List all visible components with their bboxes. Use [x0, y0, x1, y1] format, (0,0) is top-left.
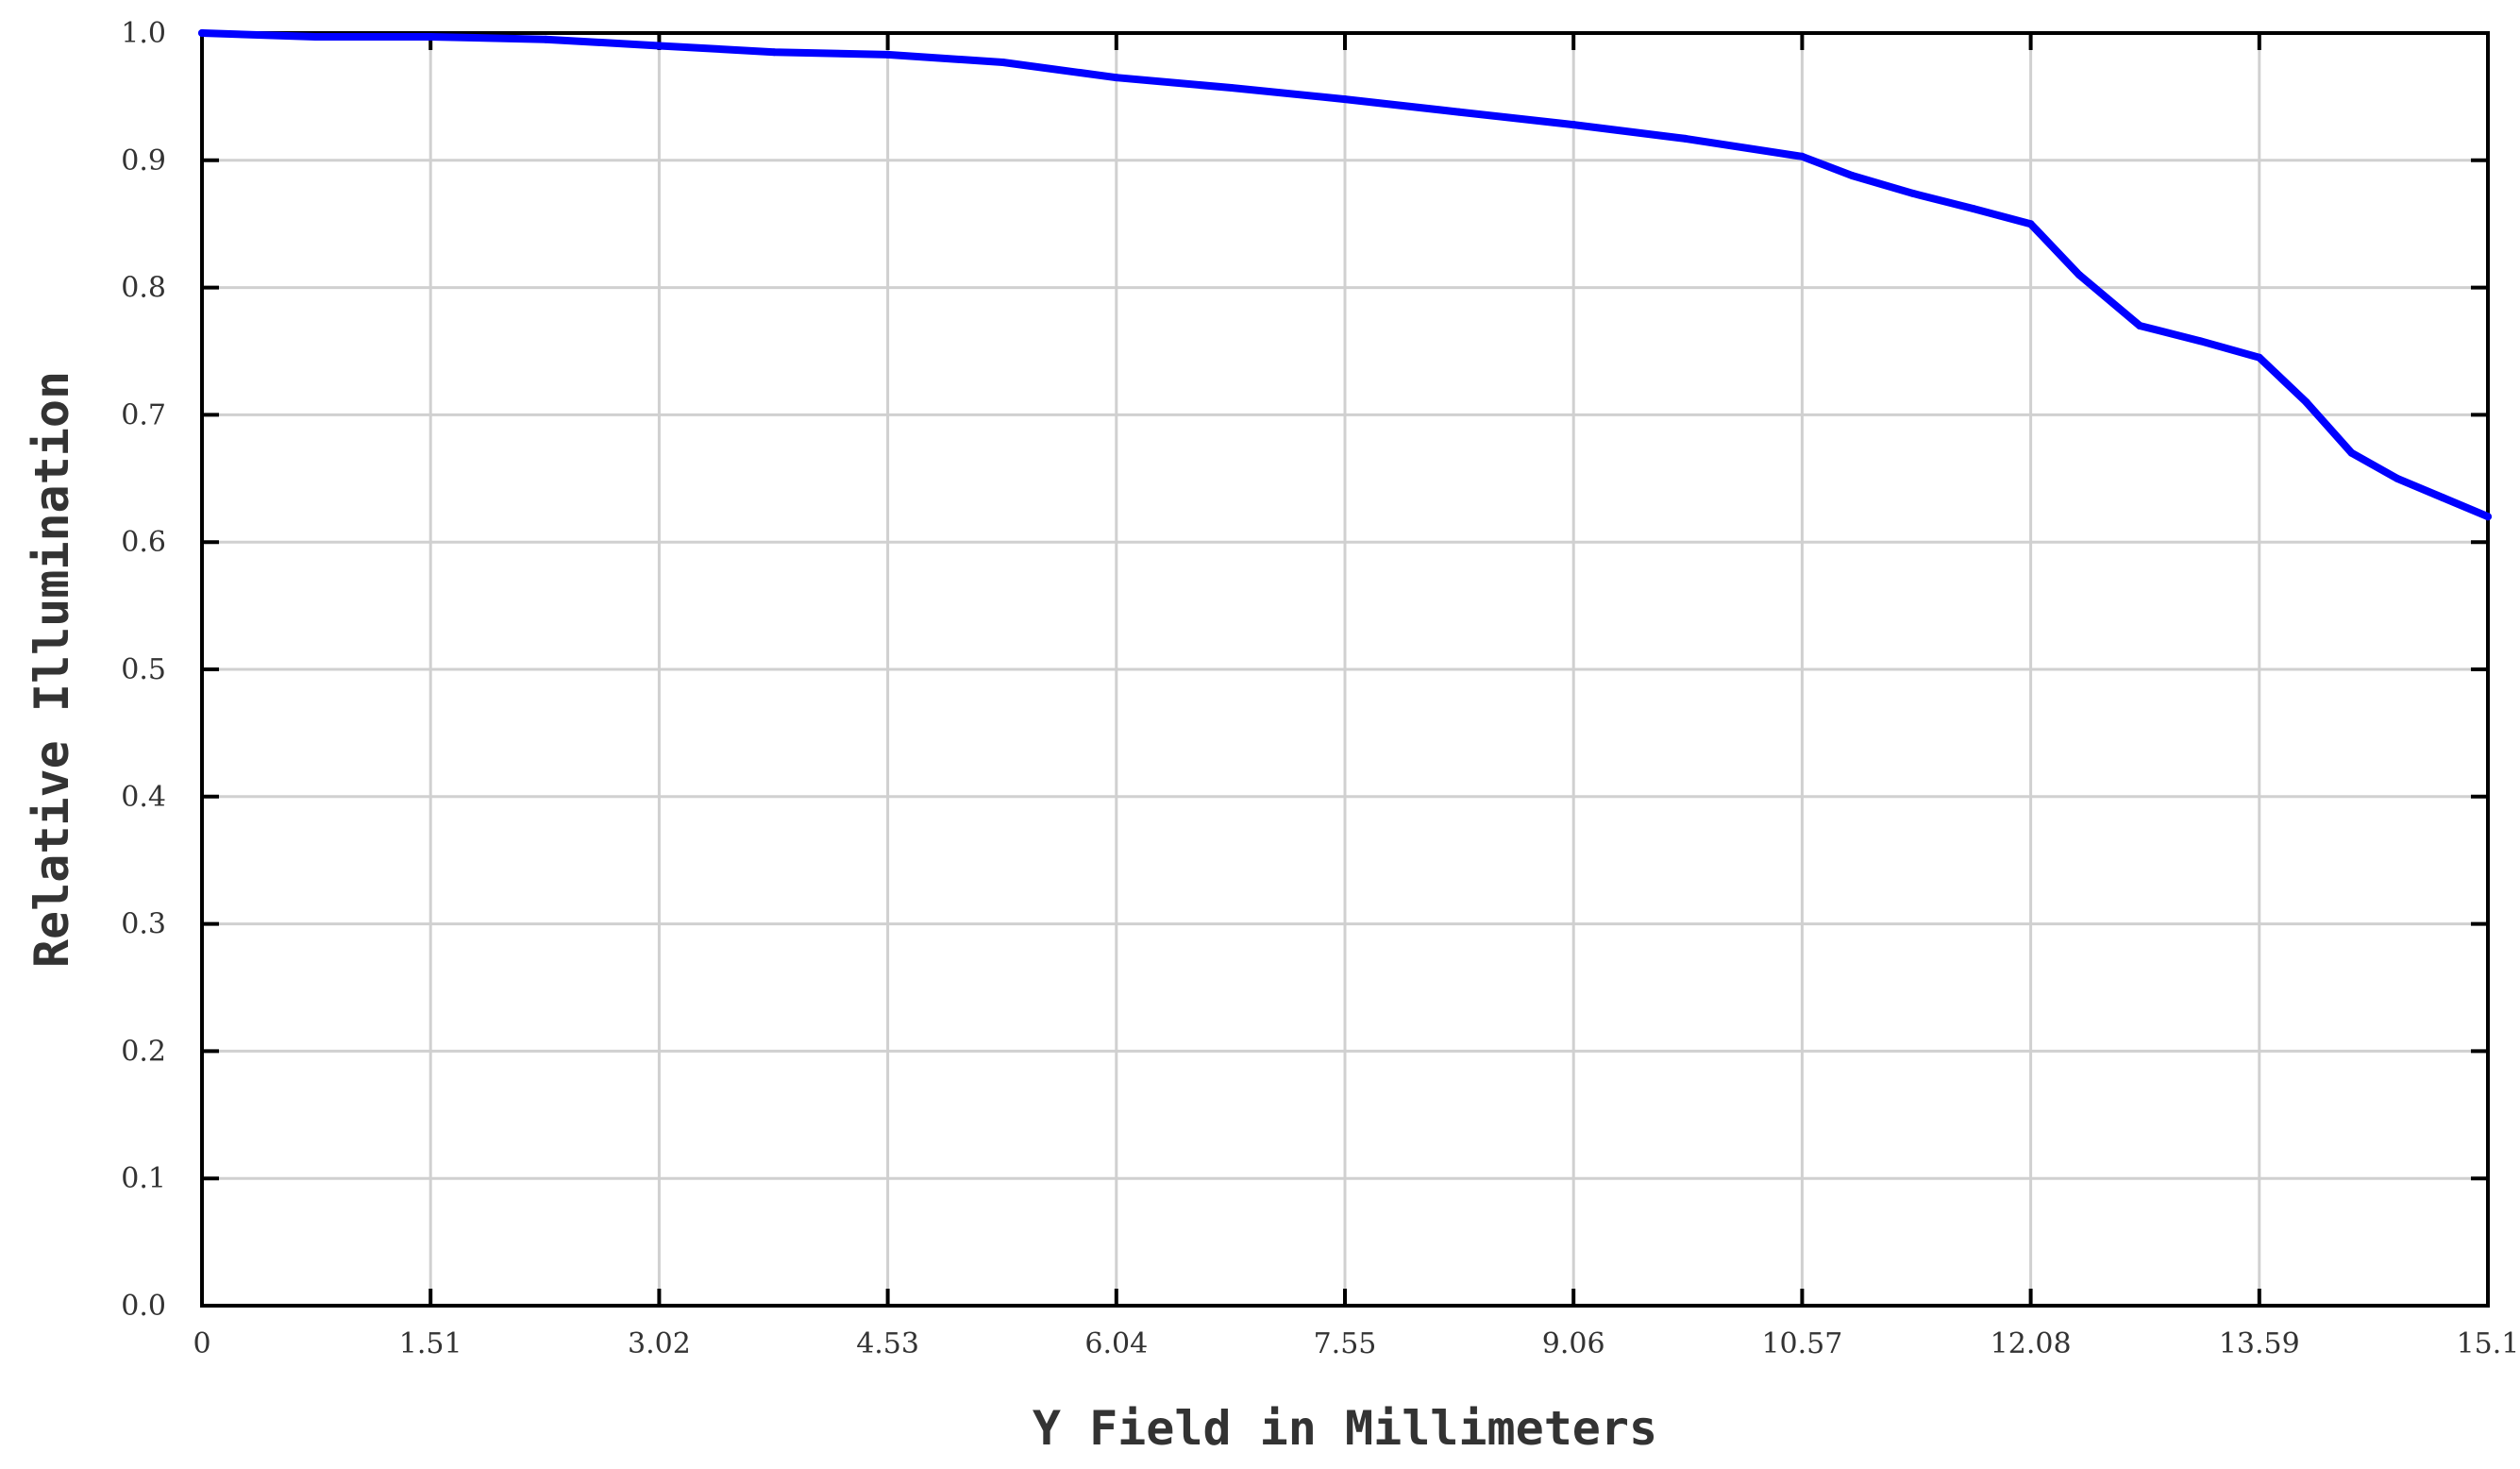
series-point: [198, 29, 206, 37]
series-point: [999, 59, 1007, 67]
y-tick-label: 0.6: [121, 526, 166, 559]
tick-labels: 0 1.51 3.02 4.53 6.04 7.55 9.06 10.57 12.08 13.59…: [121, 17, 2519, 1360]
series-point: [1227, 83, 1235, 92]
x-tick-label: 13.59: [2219, 1327, 2300, 1360]
series-point: [1848, 171, 1856, 179]
y-tick-label: 0.4: [121, 781, 166, 814]
series-point: [427, 33, 435, 42]
y-tick-label: 0.2: [121, 1035, 166, 1068]
series-point: [2484, 513, 2492, 521]
series-point: [542, 35, 550, 43]
series-line: [198, 29, 2492, 521]
series-layer: [198, 29, 2492, 521]
x-tick-label: 7.55: [1314, 1327, 1377, 1360]
x-axis-title: Y Field in Millimeters: [1033, 1401, 1657, 1456]
y-tick-label: 0.5: [121, 653, 166, 686]
series-point: [1454, 108, 1463, 116]
y-tick-label: 0.1: [121, 1162, 166, 1195]
x-tick-label: 10.57: [1761, 1327, 1842, 1360]
series-point: [2075, 271, 2083, 279]
series-point: [2255, 353, 2263, 362]
series-point: [2026, 220, 2035, 228]
x-tick-label: 9.06: [1542, 1327, 1605, 1360]
series-point: [2302, 397, 2310, 406]
x-tick-label: 6.04: [1084, 1327, 1148, 1360]
series-point: [655, 42, 664, 50]
x-tick-label: 0: [193, 1327, 210, 1360]
x-tick-label: 3.02: [628, 1327, 691, 1360]
series-point: [1681, 134, 1689, 143]
series-point: [1798, 152, 1806, 160]
y-axis-title: Relative Illumination: [25, 371, 79, 968]
y-tick-label: 0.3: [121, 908, 166, 941]
x-tick-label: 15.1: [2457, 1327, 2520, 1360]
y-tick-label: 0.0: [121, 1290, 166, 1323]
series-point: [2347, 448, 2356, 457]
series-point: [1112, 74, 1120, 82]
y-tick-label: 0.7: [121, 398, 166, 431]
series-point: [1341, 95, 1349, 104]
series-point: [2136, 322, 2144, 330]
y-tick-label: 1.0: [121, 17, 166, 50]
series-point: [2393, 474, 2401, 482]
x-tick-label: 1.51: [399, 1327, 462, 1360]
series-point: [1908, 189, 1917, 197]
x-tick-label: 4.53: [856, 1327, 919, 1360]
y-tick-label: 0.9: [121, 144, 166, 177]
series-point: [2438, 494, 2446, 502]
y-tick-label: 0.8: [121, 272, 166, 305]
series-point: [770, 48, 779, 57]
series-point: [2196, 337, 2205, 346]
series-point: [1969, 205, 1977, 213]
series-point: [1570, 121, 1578, 129]
x-tick-label: 12.08: [1991, 1327, 2072, 1360]
series-point: [883, 50, 892, 59]
series-point: [311, 33, 320, 42]
